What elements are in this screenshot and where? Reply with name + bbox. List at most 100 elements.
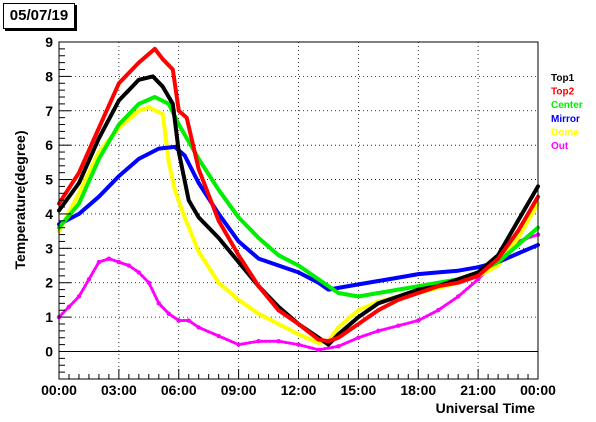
data-point bbox=[116, 259, 122, 265]
data-point bbox=[117, 81, 121, 86]
data-point bbox=[117, 122, 121, 127]
data-point bbox=[336, 325, 341, 330]
data-point bbox=[151, 74, 155, 79]
data-point bbox=[276, 338, 281, 344]
data-point bbox=[296, 332, 301, 337]
data-point bbox=[156, 301, 161, 306]
x-tick-label: 06:00 bbox=[161, 382, 197, 398]
data-point bbox=[216, 236, 221, 240]
data-point bbox=[296, 342, 301, 347]
data-point bbox=[76, 294, 82, 299]
data-point bbox=[376, 301, 381, 306]
data-point bbox=[137, 157, 141, 161]
data-point bbox=[336, 335, 341, 340]
data-point bbox=[296, 263, 301, 268]
legend-entry-dome: Dome bbox=[551, 127, 579, 138]
legend: Top1 Top2 Center Mirror Dome Out bbox=[551, 73, 583, 152]
data-point bbox=[376, 279, 381, 283]
data-point bbox=[77, 191, 81, 196]
data-point bbox=[416, 284, 421, 288]
x-tick-label: 00:00 bbox=[41, 382, 77, 398]
data-point bbox=[456, 268, 460, 273]
data-point bbox=[276, 308, 281, 313]
data-point bbox=[160, 112, 165, 117]
data-point bbox=[137, 60, 141, 65]
data-point bbox=[296, 270, 301, 275]
data-point bbox=[436, 270, 441, 275]
data-point bbox=[166, 311, 171, 316]
data-point bbox=[196, 325, 201, 330]
data-point bbox=[326, 339, 331, 343]
data-point bbox=[296, 322, 301, 326]
data-point bbox=[436, 308, 441, 313]
data-point bbox=[256, 338, 261, 344]
data-point bbox=[256, 236, 261, 240]
data-point bbox=[236, 342, 241, 347]
data-point bbox=[276, 253, 281, 258]
data-point bbox=[376, 291, 381, 295]
data-point bbox=[172, 188, 177, 192]
date-label: 05/07/19 bbox=[3, 3, 75, 29]
data-point bbox=[336, 291, 341, 295]
grid bbox=[59, 41, 538, 379]
data-point bbox=[184, 115, 189, 120]
data-point bbox=[396, 275, 401, 280]
data-point bbox=[66, 304, 72, 309]
series-line bbox=[57, 46, 540, 344]
data-point bbox=[196, 181, 201, 185]
data-point bbox=[356, 322, 361, 326]
data-point bbox=[356, 294, 361, 299]
data-point bbox=[516, 229, 520, 233]
y-tick-label: 1 bbox=[45, 309, 53, 325]
data-point bbox=[170, 102, 175, 106]
data-point bbox=[166, 102, 171, 106]
legend-entry-top1: Top1 bbox=[551, 73, 575, 84]
data-point bbox=[516, 243, 520, 247]
data-point bbox=[176, 122, 181, 127]
data-point bbox=[196, 249, 201, 254]
data-point bbox=[182, 153, 187, 158]
legend-entry-top2: Top2 bbox=[551, 87, 575, 98]
data-point bbox=[356, 282, 361, 287]
data-point bbox=[496, 256, 500, 261]
data-point bbox=[186, 318, 191, 323]
data-point bbox=[396, 323, 401, 328]
data-point bbox=[216, 333, 221, 339]
series-layer bbox=[56, 46, 541, 352]
data-point bbox=[77, 181, 81, 185]
data-point bbox=[236, 215, 241, 220]
data-point bbox=[416, 272, 421, 276]
data-point bbox=[176, 108, 181, 113]
data-point bbox=[117, 174, 121, 178]
data-point bbox=[476, 265, 480, 270]
data-point bbox=[216, 280, 221, 285]
data-point bbox=[126, 263, 132, 268]
data-point bbox=[356, 315, 361, 319]
data-point bbox=[86, 277, 92, 282]
data-point bbox=[256, 284, 261, 288]
y-tick-label: 6 bbox=[45, 137, 53, 153]
data-point bbox=[516, 219, 520, 223]
data-point bbox=[326, 342, 331, 347]
data-point bbox=[236, 260, 241, 264]
data-point bbox=[356, 308, 361, 313]
data-point bbox=[97, 157, 101, 161]
data-point bbox=[236, 298, 241, 302]
data-point bbox=[77, 201, 81, 206]
y-tick-label: 5 bbox=[45, 172, 53, 188]
data-point bbox=[236, 253, 241, 258]
data-point bbox=[147, 105, 151, 110]
data-point bbox=[416, 318, 421, 323]
x-tick-label: 15:00 bbox=[340, 382, 376, 398]
data-point bbox=[276, 263, 281, 268]
data-point bbox=[216, 188, 221, 192]
data-point bbox=[137, 108, 141, 113]
data-point bbox=[97, 194, 101, 199]
x-tick-label: 03:00 bbox=[101, 382, 137, 398]
legend-entry-mirror: Mirror bbox=[551, 114, 580, 125]
data-point bbox=[176, 150, 181, 154]
data-point bbox=[336, 344, 341, 349]
y-tick-label: 7 bbox=[45, 103, 53, 119]
data-point bbox=[97, 126, 101, 130]
